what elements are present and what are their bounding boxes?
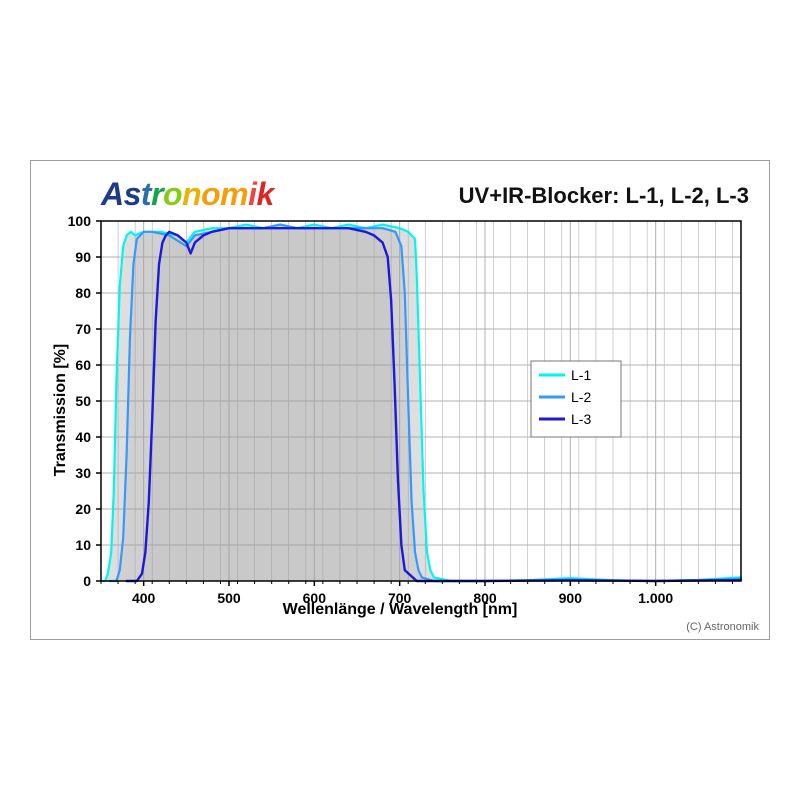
transmission-chart-svg: 0102030405060708090100400500600700800900… <box>101 221 741 621</box>
svg-text:40: 40 <box>75 429 91 445</box>
page: Astronomik UV+IR-Blocker: L-1, L-2, L-3 … <box>0 0 800 800</box>
y-axis-label: Transmission [%] <box>52 344 70 476</box>
svg-text:50: 50 <box>75 393 91 409</box>
svg-text:60: 60 <box>75 357 91 373</box>
svg-text:0: 0 <box>83 573 91 589</box>
svg-text:90: 90 <box>75 249 91 265</box>
svg-text:20: 20 <box>75 501 91 517</box>
svg-text:L-1: L-1 <box>571 367 591 383</box>
svg-text:10: 10 <box>75 537 91 553</box>
copyright-text: (C) Astronomik <box>686 621 759 633</box>
svg-text:L-2: L-2 <box>571 389 591 405</box>
svg-text:L-3: L-3 <box>571 411 591 427</box>
svg-text:100: 100 <box>68 213 92 229</box>
chart-title: UV+IR-Blocker: L-1, L-2, L-3 <box>459 183 749 209</box>
svg-text:80: 80 <box>75 285 91 301</box>
brand-logo: Astronomik <box>101 176 274 213</box>
svg-text:30: 30 <box>75 465 91 481</box>
chart-card: Astronomik UV+IR-Blocker: L-1, L-2, L-3 … <box>30 160 770 640</box>
x-axis-label: Wellenlänge / Wavelength [nm] <box>31 601 769 619</box>
svg-text:70: 70 <box>75 321 91 337</box>
plot-area: 0102030405060708090100400500600700800900… <box>101 221 741 586</box>
